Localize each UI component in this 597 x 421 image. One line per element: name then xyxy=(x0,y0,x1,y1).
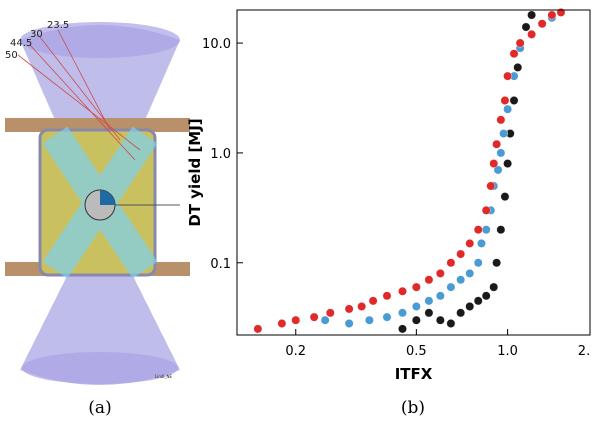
point xyxy=(473,258,483,268)
target-diagram: 50 44.5 30 23.5 Lindl_NE (a) xyxy=(5,20,190,418)
x-tick-label: 1.0 xyxy=(497,344,518,359)
point xyxy=(424,275,434,285)
y-axis-label: DT yield [MJ] xyxy=(186,118,204,226)
x-tick-label: 2. xyxy=(578,344,590,359)
point xyxy=(500,96,510,105)
angle-label: 44.5 xyxy=(10,38,32,49)
point xyxy=(424,308,434,318)
beam-ports-bottom xyxy=(22,352,178,384)
point xyxy=(496,115,506,125)
point xyxy=(521,22,531,32)
point xyxy=(496,148,506,158)
point xyxy=(513,63,523,72)
point xyxy=(382,312,392,322)
point xyxy=(357,302,367,311)
point xyxy=(481,225,491,235)
capsule-cutaway xyxy=(100,190,115,205)
point xyxy=(465,239,475,248)
point xyxy=(344,304,354,314)
beam-ports-top xyxy=(20,22,180,58)
point xyxy=(489,159,499,168)
point xyxy=(500,192,510,202)
point xyxy=(493,165,503,175)
point xyxy=(446,282,456,292)
point xyxy=(365,315,374,325)
caption: (a) xyxy=(88,398,111,418)
point xyxy=(435,269,445,278)
angle-label: 50 xyxy=(5,50,18,61)
point xyxy=(489,282,499,292)
point xyxy=(344,319,354,328)
angle-label: 30 xyxy=(30,29,43,40)
point xyxy=(435,315,445,325)
point xyxy=(473,225,483,235)
caption: (b) xyxy=(401,398,425,418)
point xyxy=(368,296,378,306)
plot-frame xyxy=(236,9,591,336)
point xyxy=(537,19,547,29)
laser-cone-top xyxy=(20,25,180,200)
point xyxy=(411,302,421,311)
point xyxy=(503,71,513,81)
point xyxy=(398,324,407,334)
point xyxy=(291,315,301,325)
point xyxy=(481,205,491,215)
y-tick-label: 10.0 xyxy=(202,37,231,52)
point xyxy=(473,296,483,306)
point xyxy=(465,302,475,311)
scatter-plot: 0.2 0.5 1.0 2. 0.1 1.0 10.0 ITFX DT yield [MJ] xyxy=(186,8,591,383)
point xyxy=(424,296,434,306)
x-tick-label: 0.2 xyxy=(285,344,306,359)
point xyxy=(277,319,287,328)
point xyxy=(496,225,506,235)
y-tick-label: 0.1 xyxy=(210,257,231,272)
point xyxy=(527,10,537,20)
point xyxy=(456,275,466,285)
point xyxy=(446,258,456,268)
point xyxy=(325,308,335,318)
point xyxy=(309,312,319,322)
point xyxy=(398,308,407,318)
point xyxy=(435,291,445,301)
point xyxy=(411,282,421,292)
x-axis-label: ITFX xyxy=(395,365,433,383)
point xyxy=(382,291,392,301)
point xyxy=(465,269,475,278)
point xyxy=(481,291,491,301)
angle-label: 23.5 xyxy=(47,20,69,31)
point xyxy=(456,308,466,318)
point xyxy=(492,258,502,268)
point xyxy=(509,96,519,105)
point xyxy=(503,104,513,114)
point xyxy=(320,315,330,325)
x-tick-label: 0.5 xyxy=(406,344,427,359)
point xyxy=(456,249,466,259)
point xyxy=(492,139,502,149)
point xyxy=(398,286,407,296)
point xyxy=(411,315,421,325)
y-tick-label: 1.0 xyxy=(210,147,231,162)
point xyxy=(486,181,496,191)
point xyxy=(499,129,508,138)
point xyxy=(527,29,537,39)
point xyxy=(446,319,456,328)
beam-angle-lines xyxy=(17,29,141,161)
point xyxy=(477,239,486,248)
point xyxy=(515,38,525,48)
point xyxy=(503,159,513,168)
point xyxy=(253,324,263,334)
credit: Lindl_NE xyxy=(155,374,173,379)
point xyxy=(547,10,557,20)
point xyxy=(509,49,519,59)
laser-cone-bottom xyxy=(20,230,180,385)
